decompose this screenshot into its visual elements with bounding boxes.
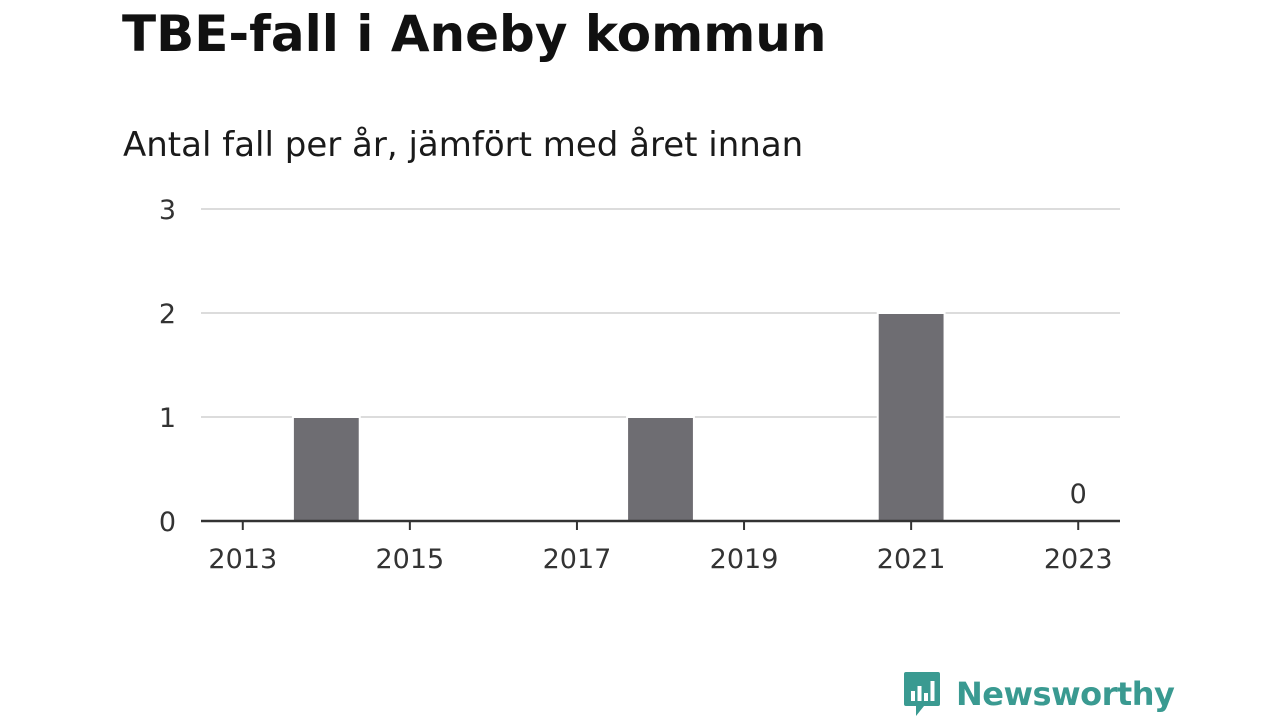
bar bbox=[291, 416, 361, 522]
newsworthy-bar-chart-icon bbox=[904, 672, 940, 716]
x-tick-label: 2015 bbox=[376, 544, 445, 575]
x-tick-label: 2021 bbox=[877, 544, 946, 575]
x-tick-label: 2017 bbox=[543, 544, 612, 575]
gridlines bbox=[201, 208, 1120, 418]
x-tick-label: 2019 bbox=[710, 544, 779, 575]
x-tick-label: 2023 bbox=[1044, 544, 1113, 575]
x-tick-label: 2013 bbox=[208, 544, 277, 575]
chart-title: TBE-fall i Aneby kommun bbox=[122, 5, 827, 63]
y-tick-label: 3 bbox=[159, 195, 176, 226]
chart-subtitle: Antal fall per år, jämfört med året inna… bbox=[123, 125, 804, 165]
annotations: 0 bbox=[1070, 479, 1087, 510]
bar bbox=[876, 312, 946, 522]
brand-name: Newsworthy bbox=[956, 675, 1175, 713]
bar bbox=[626, 416, 695, 522]
brand-logo: Newsworthy bbox=[902, 670, 1175, 718]
y-axis-labels: 0 1 2 3 bbox=[159, 195, 176, 538]
data-label: 0 bbox=[1070, 479, 1087, 510]
x-axis-labels: 2013 2015 2017 2019 2021 2023 bbox=[208, 544, 1112, 575]
y-tick-label: 2 bbox=[159, 299, 176, 330]
y-tick-label: 1 bbox=[159, 403, 176, 434]
y-tick-label: 0 bbox=[159, 507, 176, 538]
bars bbox=[291, 312, 946, 522]
x-axis bbox=[201, 519, 1120, 530]
